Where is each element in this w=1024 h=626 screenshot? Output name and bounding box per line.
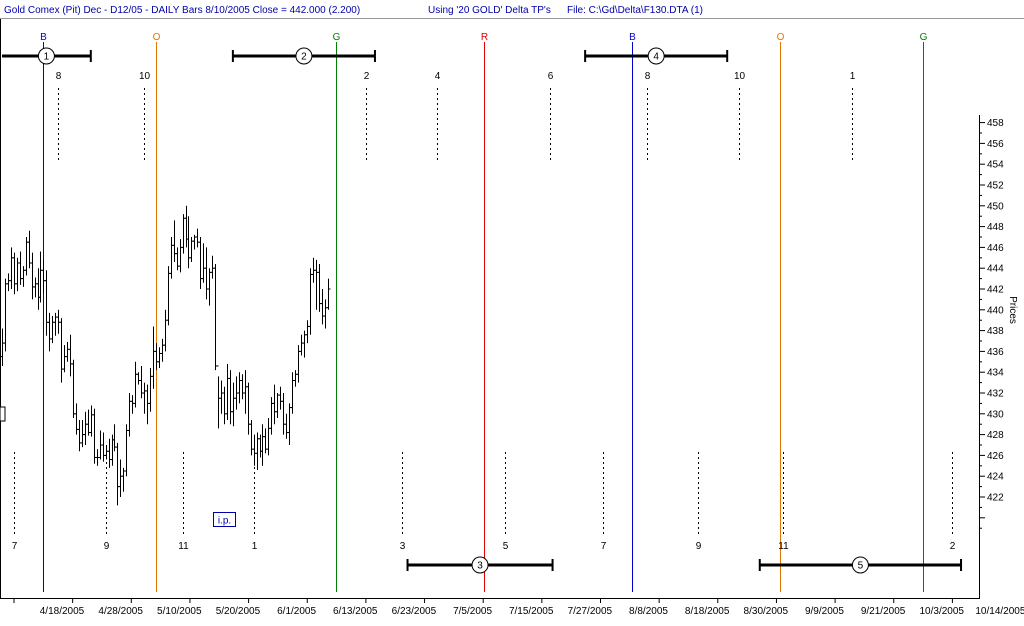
range-label: 3	[477, 561, 483, 572]
bottom-cycle-number: 7	[12, 541, 18, 552]
range-marker	[295, 47, 313, 65]
y-tick-label: 450	[987, 201, 1004, 212]
cycle-line-label: O	[153, 32, 161, 43]
cycle-line-label: B	[629, 32, 636, 43]
x-tick-label: 4/18/2005	[40, 606, 85, 617]
bottom-cycle-number: 1	[252, 541, 258, 552]
x-tick-label: 5/20/2005	[216, 606, 261, 617]
y-tick-label: 448	[987, 222, 1004, 233]
bottom-cycle-number: 5	[503, 541, 509, 552]
x-tick-label: 7/5/2005	[453, 606, 492, 617]
x-tick-label: 8/8/2005	[629, 606, 668, 617]
bottom-cycle-number: 2	[950, 541, 956, 552]
x-tick-label: 9/21/2005	[861, 606, 906, 617]
y-tick-label: 440	[987, 305, 1004, 316]
left-edge-marker	[0, 406, 6, 422]
top-cycle-number: 10	[734, 71, 746, 82]
time-ranges: 1 2 4 3 5	[2, 47, 963, 574]
top-cycle-number: 8	[645, 71, 651, 82]
x-tick-label: 8/30/2005	[744, 606, 789, 617]
range-marker	[471, 556, 489, 574]
range-label: 1	[44, 52, 50, 63]
chart-title: Gold Comex (Pit) Dec - D12/05 - DAILY Ba…	[4, 5, 360, 16]
y-tick-label: 446	[987, 243, 1004, 254]
x-tick-label: 7/15/2005	[509, 606, 554, 617]
y-tick-label: 424	[987, 472, 1004, 483]
y-tick-label: 436	[987, 347, 1004, 358]
top-cycle-number: 10	[139, 71, 151, 82]
bottom-cycle-number: 3	[400, 541, 406, 552]
bottom-cycle-number: 11	[778, 541, 789, 552]
x-tick-label: 6/13/2005	[333, 606, 378, 617]
y-axis-title: Prices	[1007, 296, 1018, 324]
bottom-cycle-number: 11	[178, 541, 189, 552]
chart-using-label: Using '20 GOLD' Delta TP's	[428, 5, 551, 16]
top-cycle-number: 6	[548, 71, 554, 82]
x-tick-label: 4/28/2005	[98, 606, 143, 617]
y-tick-label: 452	[987, 181, 1004, 192]
y-tick-label: 444	[987, 264, 1004, 275]
y-tick-label: 428	[987, 430, 1004, 441]
chart-file-label: File: C:\Gd\Delta\F130.DTA (1)	[567, 5, 703, 16]
y-tick-label: 430	[987, 409, 1004, 420]
cycle-line-label: G	[920, 32, 928, 43]
y-tick-label: 434	[987, 368, 1004, 379]
x-tick-label: 5/10/2005	[157, 606, 202, 617]
x-tick-label: 9/9/2005	[805, 606, 844, 617]
price-bars	[0, 205, 331, 506]
top-cycle-number: 2	[364, 71, 370, 82]
y-tick-label: 454	[987, 160, 1004, 171]
top-cycle-number: 1	[850, 71, 856, 82]
annotations: i.p.	[213, 512, 236, 527]
y-tick-label: 422	[987, 493, 1004, 504]
range-marker	[37, 47, 55, 65]
y-tick-label: 458	[987, 118, 1004, 129]
top-cycle-number: 8	[56, 71, 62, 82]
y-axis: 422 424 426 428 430 432 434 436 438 440 442 444 446 4…	[979, 118, 1004, 529]
y-tick-label: 426	[987, 451, 1004, 462]
x-tick-label: 8/18/2005	[685, 606, 730, 617]
cycle-line-label: G	[333, 32, 341, 43]
x-tick-label: 6/1/2005	[277, 606, 316, 617]
top-cycle-number: 4	[435, 71, 441, 82]
y-tick-label: 456	[987, 139, 1004, 150]
ip-annotation-label: i.p.	[218, 516, 231, 527]
cycle-line-label: O	[777, 32, 785, 43]
range-marker	[647, 47, 665, 65]
y-tick-label: 432	[987, 389, 1004, 400]
range-marker	[851, 556, 869, 574]
cycle-line-label: B	[40, 32, 47, 43]
x-tick-label: 6/23/2005	[392, 606, 437, 617]
x-axis: 4/18/2005 4/28/2005 5/10/2005 5/20/2005 6/1/…	[13, 598, 1024, 617]
cycle-numbers: 8 10 2 4 6 8 10 17 9 11 1 3 5 7 9 11 2	[12, 71, 956, 552]
ip-annotation-box	[213, 512, 236, 527]
bottom-cycle-number: 9	[104, 541, 110, 552]
bottom-cycle-number: 7	[601, 541, 607, 552]
bottom-cycle-number: 9	[696, 541, 702, 552]
range-label: 5	[858, 561, 864, 572]
x-tick-label: 7/27/2005	[568, 606, 613, 617]
x-tick-label: 10/3/2005	[920, 606, 965, 617]
y-tick-label: 442	[987, 285, 1004, 296]
cycle-line-label: R	[481, 32, 488, 43]
range-label: 4	[653, 52, 659, 63]
y-tick-label: 438	[987, 326, 1004, 337]
x-tick-label: 10/14/2005	[975, 606, 1024, 617]
range-label: 2	[301, 52, 307, 63]
